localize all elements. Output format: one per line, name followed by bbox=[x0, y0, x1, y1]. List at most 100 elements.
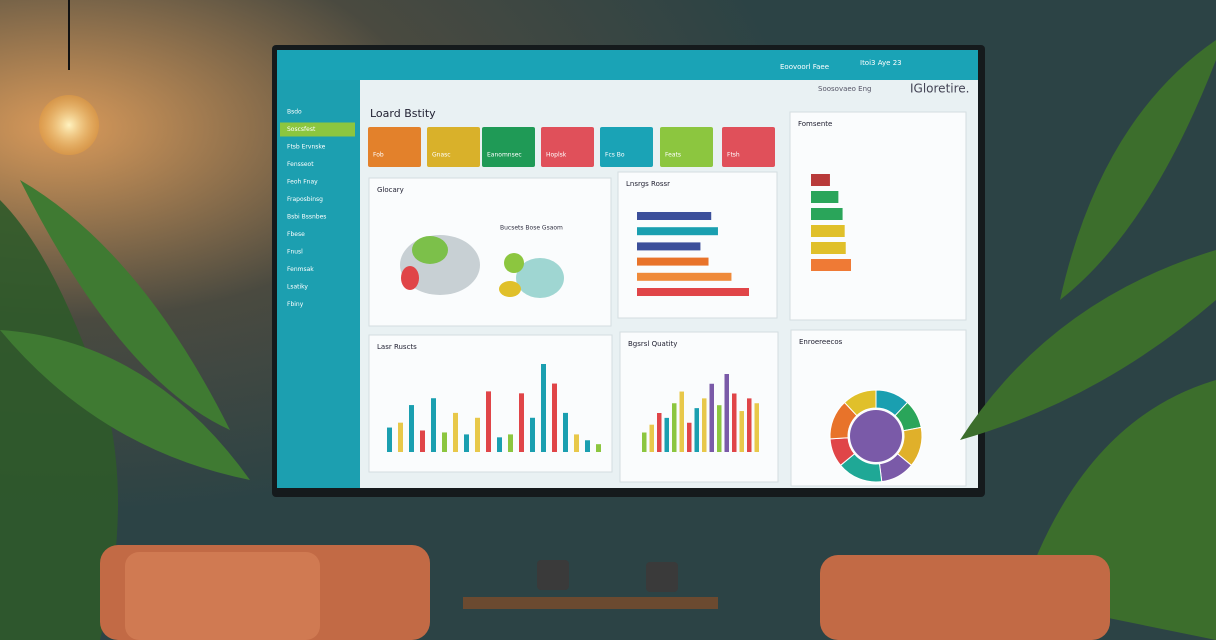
sidebar-item: Bsbi Bssnbes bbox=[287, 214, 326, 221]
header-sub: Soosovaeo Eng bbox=[818, 85, 872, 93]
kpi-tile bbox=[427, 127, 480, 167]
bar bbox=[563, 412, 568, 452]
bar bbox=[694, 408, 699, 452]
kpi-tile bbox=[482, 127, 535, 167]
panel-title: Bgsrsl Quatity bbox=[628, 340, 677, 348]
bar bbox=[811, 242, 846, 254]
bar bbox=[724, 374, 729, 452]
bar bbox=[702, 398, 707, 452]
bar bbox=[811, 174, 830, 186]
dashboard-title: Loard Bstity bbox=[370, 107, 436, 120]
kpi-label: Gnasc bbox=[432, 152, 451, 159]
cushion bbox=[125, 552, 320, 640]
bar bbox=[387, 427, 392, 452]
bar bbox=[649, 424, 654, 452]
map-region bbox=[401, 266, 419, 290]
bar bbox=[637, 272, 732, 281]
kpi-tile bbox=[722, 127, 775, 167]
mug bbox=[646, 562, 678, 592]
bar bbox=[637, 227, 718, 236]
map-legend: Bucsets Bose Gsaom bbox=[500, 225, 563, 232]
bar bbox=[637, 242, 701, 251]
sidebar-item: Fenmsak bbox=[287, 266, 314, 273]
bar bbox=[409, 405, 414, 452]
sidebar-item: Soscsfest bbox=[287, 126, 316, 133]
sidebar-active bbox=[280, 122, 355, 137]
map-region bbox=[499, 281, 521, 297]
bar bbox=[596, 444, 601, 452]
bar bbox=[530, 417, 535, 452]
plant-right bbox=[960, 40, 1216, 640]
bar bbox=[717, 405, 722, 452]
kpi-tile bbox=[660, 127, 713, 167]
panel-title: Glocary bbox=[377, 186, 404, 194]
bar bbox=[508, 434, 513, 452]
kpi-label: Ftsh bbox=[727, 152, 740, 159]
panel-title: Lasr Ruscts bbox=[377, 343, 417, 351]
sidebar-item: Fbese bbox=[287, 231, 305, 238]
sidebar-item: Feoh Fnay bbox=[287, 179, 318, 186]
plant-left-leaves bbox=[0, 180, 250, 480]
top-bar bbox=[277, 50, 978, 80]
bar bbox=[732, 393, 737, 452]
sidebar-item: Lsatiky bbox=[287, 284, 308, 291]
bar bbox=[486, 391, 491, 452]
bar bbox=[709, 383, 714, 452]
kpi-tile bbox=[600, 127, 653, 167]
bar bbox=[420, 430, 425, 452]
bar bbox=[453, 412, 458, 452]
map-region bbox=[516, 258, 564, 298]
panel-title: Enroereecos bbox=[799, 338, 843, 346]
kpi-label: Fob bbox=[373, 152, 384, 159]
sidebar-item: Bsdo bbox=[287, 109, 302, 116]
bar bbox=[442, 432, 447, 452]
brand: IGloretire. bbox=[910, 82, 969, 96]
kpi-tile bbox=[368, 127, 421, 167]
sidebar bbox=[277, 80, 360, 488]
bar bbox=[497, 437, 502, 452]
kpi-label: Fcs Bo bbox=[605, 152, 625, 159]
bar bbox=[637, 212, 712, 220]
panel-title: Lnsrgs Rossr bbox=[626, 180, 670, 188]
sidebar-item: Fnusl bbox=[287, 249, 303, 256]
bar bbox=[464, 434, 469, 452]
bar bbox=[672, 403, 677, 452]
sidebar-item: Ftsb Ervnske bbox=[287, 144, 326, 151]
bar bbox=[431, 398, 436, 452]
bar bbox=[811, 225, 845, 237]
bar bbox=[657, 413, 662, 452]
sidebar-item: Fensseot bbox=[287, 161, 314, 168]
bar bbox=[679, 391, 684, 452]
plant-left bbox=[0, 200, 118, 640]
bar bbox=[574, 434, 579, 452]
bar bbox=[398, 422, 403, 452]
map-region bbox=[504, 253, 524, 273]
bar bbox=[637, 257, 709, 266]
sidebar-item: Fraposbinsg bbox=[287, 196, 323, 203]
bar bbox=[552, 383, 557, 452]
bar bbox=[747, 398, 752, 452]
bar bbox=[664, 417, 669, 452]
bar bbox=[475, 417, 480, 452]
header-left: Eoovoorl Faee bbox=[780, 63, 829, 71]
panel-title: Fomsente bbox=[798, 120, 832, 128]
bar bbox=[811, 208, 843, 220]
bar bbox=[642, 432, 647, 452]
sidebar-item: Fbiny bbox=[287, 301, 304, 308]
bulb bbox=[39, 95, 99, 155]
bar bbox=[811, 259, 851, 271]
bar bbox=[754, 403, 759, 452]
panel bbox=[619, 331, 779, 483]
kpi-label: Feats bbox=[665, 152, 681, 159]
bar bbox=[585, 440, 590, 452]
bar bbox=[519, 393, 524, 452]
bar bbox=[637, 288, 749, 296]
kpi-label: Eanomnsec bbox=[487, 152, 522, 159]
bar bbox=[739, 411, 744, 452]
bar bbox=[811, 191, 839, 203]
donut-center bbox=[850, 410, 902, 462]
header-date: Itoi3 Aye 23 bbox=[860, 59, 902, 67]
table bbox=[463, 597, 718, 609]
bar bbox=[541, 364, 546, 452]
